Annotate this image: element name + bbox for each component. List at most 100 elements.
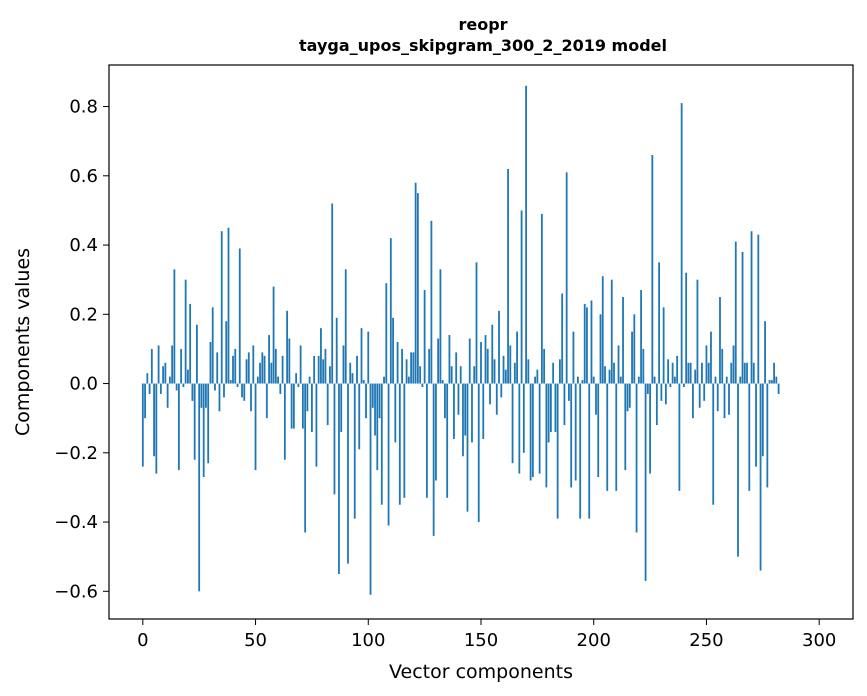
bar: [680, 103, 683, 384]
bar: [414, 182, 417, 384]
bar: [380, 383, 383, 505]
bar: [252, 345, 255, 384]
bar: [466, 383, 469, 512]
bar: [755, 383, 757, 467]
bar: [610, 279, 613, 384]
bar: [504, 369, 507, 384]
bar: [748, 383, 751, 491]
bar: [410, 352, 413, 384]
bar: [520, 210, 523, 384]
bar: [692, 383, 694, 419]
bar: [211, 307, 214, 384]
bar: [534, 376, 537, 384]
bar: [344, 269, 347, 384]
bar: [259, 362, 261, 384]
bar: [642, 348, 645, 384]
bar: [247, 352, 250, 384]
bar: [561, 293, 564, 384]
bar: [730, 362, 733, 384]
bar: [214, 383, 216, 391]
bar: [732, 345, 735, 384]
bar: [750, 231, 753, 384]
bar: [685, 272, 688, 384]
bar: [752, 362, 755, 384]
bar: [301, 383, 304, 429]
bar: [283, 383, 286, 460]
bar: [322, 359, 325, 384]
bar: [705, 345, 708, 384]
bar: [696, 279, 699, 384]
bar: [622, 296, 624, 384]
bar: [617, 345, 620, 384]
bar: [588, 383, 591, 519]
bar: [676, 355, 679, 384]
bar: [428, 348, 431, 384]
y-axis-label: Components values: [12, 248, 34, 436]
bar: [416, 193, 419, 384]
bar: [646, 383, 649, 394]
bar: [477, 383, 480, 523]
bar: [698, 383, 701, 408]
bar: [412, 352, 415, 384]
bar: [398, 383, 401, 505]
bar: [150, 348, 153, 384]
bar: [572, 331, 575, 384]
bar: [586, 307, 588, 384]
bar: [493, 359, 496, 384]
bar: [631, 331, 633, 384]
bar: [687, 362, 690, 384]
bar: [457, 383, 460, 415]
bar: [193, 383, 196, 460]
bar: [746, 362, 748, 384]
bar: [770, 380, 773, 384]
bar: [308, 376, 311, 384]
x-tick-label: 150: [464, 630, 498, 651]
bar: [565, 172, 568, 384]
bar: [543, 348, 546, 384]
x-tick-label: 300: [802, 630, 836, 651]
bar: [225, 321, 228, 384]
bar: [761, 383, 764, 457]
bar: [389, 238, 392, 384]
bar: [299, 345, 302, 384]
bar: [227, 227, 230, 384]
bar: [335, 317, 338, 384]
bar: [166, 383, 169, 408]
bar: [182, 383, 185, 388]
bar: [401, 348, 403, 384]
bar: [234, 348, 237, 384]
bar: [430, 220, 433, 384]
bar: [394, 383, 397, 443]
bar: [529, 383, 532, 481]
bar: [446, 383, 449, 498]
bar: [144, 383, 146, 419]
bar: [608, 369, 611, 384]
bar: [743, 362, 746, 384]
bar: [281, 355, 284, 384]
bar: [356, 355, 358, 384]
bar: [500, 383, 503, 398]
bar: [728, 383, 730, 415]
bar: [486, 348, 489, 384]
bar: [559, 359, 561, 384]
bar: [556, 383, 559, 519]
bar: [484, 335, 487, 384]
bar: [719, 296, 721, 384]
bar: [473, 366, 476, 384]
bar: [362, 380, 365, 384]
bar: [759, 383, 762, 571]
bar: [773, 362, 775, 384]
bar: [525, 85, 527, 384]
bar: [425, 383, 428, 498]
bar: [315, 383, 318, 467]
bar: [351, 373, 354, 384]
bar: [601, 276, 604, 384]
bar: [444, 383, 446, 419]
bar: [371, 383, 374, 408]
bar: [644, 383, 647, 581]
bar: [581, 380, 584, 384]
bar: [662, 307, 665, 384]
bar: [640, 290, 642, 384]
bar: [254, 383, 257, 471]
bar: [649, 383, 651, 474]
